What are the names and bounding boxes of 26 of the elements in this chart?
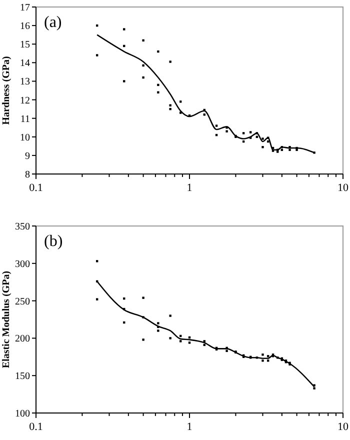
x-tick-label: 0.1 xyxy=(29,421,43,433)
y-tick-label: 100 xyxy=(15,408,30,420)
x-tick-label: 1 xyxy=(186,182,192,194)
chart-title: (b) xyxy=(44,233,63,250)
x-tick-label: 10 xyxy=(338,182,349,194)
y-axis-title: Elastic Modulus (GPa) xyxy=(1,270,12,368)
y-tick-label: 250 xyxy=(15,296,30,308)
y-tick-label: 13 xyxy=(20,76,30,88)
y-tick-label: 150 xyxy=(15,371,30,382)
y-tick-label: 9 xyxy=(25,150,30,162)
y-tick-label: 12 xyxy=(20,95,30,106)
y-tick-label: 300 xyxy=(15,258,30,270)
y-tick-label: 11 xyxy=(20,114,30,125)
y-tick-label: 8 xyxy=(25,170,30,180)
y-tick-label: 10 xyxy=(20,132,30,144)
y-tick-label: 16 xyxy=(20,21,30,32)
chart-title: (a) xyxy=(44,14,62,31)
x-tick-label: 0.1 xyxy=(29,182,43,194)
y-tick-label: 14 xyxy=(20,58,30,70)
y-tick-label: 17 xyxy=(20,2,30,14)
y-tick-label: 200 xyxy=(15,334,30,345)
x-tick-label: 10 xyxy=(338,421,349,433)
y-tick-label: 15 xyxy=(20,40,30,51)
y-tick-label: 350 xyxy=(15,222,30,232)
y-axis-title: Hardness (GPa) xyxy=(1,56,12,125)
x-tick-label: 1 xyxy=(186,421,192,433)
